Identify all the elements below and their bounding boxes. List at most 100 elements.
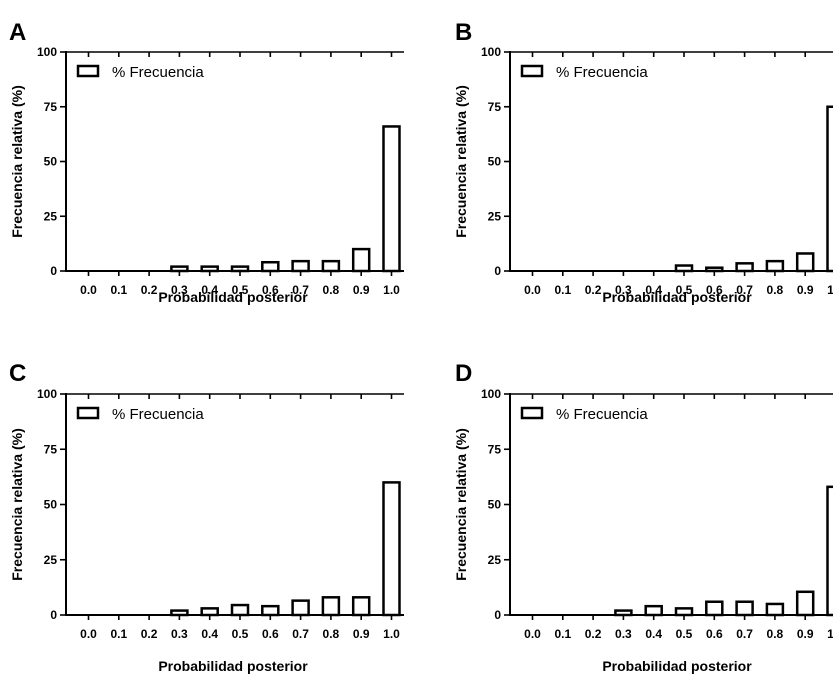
x-tick-label: 1.0	[827, 283, 833, 297]
bar-0.9	[351, 596, 371, 617]
y-tick-label: 75	[488, 100, 502, 114]
bar-0.6	[705, 266, 724, 273]
x-tick-label: 0.4	[201, 627, 218, 641]
y-tick-label: 0	[50, 608, 57, 622]
bar-0.4	[200, 265, 219, 273]
panel-letter: A	[9, 19, 26, 46]
panel-b: B 0 25 50 75 100 Frecuencia relativa (%) 0.0 0.1…	[453, 19, 833, 305]
bar-0.9	[351, 247, 371, 273]
bar-0.6	[261, 260, 280, 273]
x-tick-label: 0.0	[80, 627, 97, 641]
bar-0.7	[291, 259, 310, 273]
bar-0.5	[230, 603, 250, 617]
panel-a: A 0 25 50 75 100 Frecuencia relativa (%) 0.0 0.1…	[9, 19, 404, 305]
x-tick-label: 0.6	[706, 627, 723, 641]
bar-0.8	[765, 602, 785, 617]
y-tick-label: 25	[44, 553, 58, 567]
bar-0.7	[735, 262, 754, 273]
bar-0.5	[674, 607, 694, 617]
x-tick-label: 0.5	[232, 283, 249, 297]
y-tick-label: 100	[481, 45, 501, 59]
x-tick-label: 0.1	[110, 627, 127, 641]
x-tick-label: 0.2	[141, 627, 158, 641]
y-tick-label: 25	[488, 553, 502, 567]
y-tick-label: 50	[44, 155, 58, 169]
bar-0.4	[644, 604, 663, 617]
x-tick-label: 0.6	[706, 283, 723, 297]
x-tick-label: 0.0	[524, 283, 541, 297]
y-tick-label: 75	[488, 442, 502, 456]
panel-c: C 0 25 50 75 100 Frecuencia relativa (%) 0.0 0.1…	[9, 360, 404, 674]
x-tick-label: 0.6	[262, 627, 279, 641]
x-tick-label: 0.3	[615, 627, 632, 641]
legend-swatch	[520, 406, 544, 420]
bar-0.7	[735, 600, 754, 617]
bar-0.6	[705, 600, 724, 617]
x-tick-label: 1.0	[383, 627, 400, 641]
x-tick-label: 0.2	[585, 283, 602, 297]
panel-letter: D	[455, 360, 472, 387]
x-tick-label: 0.7	[736, 627, 753, 641]
bar-0.5	[674, 264, 694, 273]
x-tick-label: 0.0	[524, 627, 541, 641]
x-tick-label: 0.5	[676, 283, 693, 297]
panel-d: D 0 25 50 75 100 Frecuencia relativa (%) 0.0 0.1…	[453, 360, 833, 674]
y-tick-label: 50	[44, 498, 58, 512]
y-axis-title: Frecuencia relativa (%)	[9, 428, 25, 581]
x-tick-label: 0.5	[676, 627, 693, 641]
bar-0.8	[321, 596, 341, 617]
x-tick-label: 1.0	[827, 627, 833, 641]
x-tick-label: 0.2	[585, 627, 602, 641]
x-tick-label: 0.4	[201, 283, 218, 297]
bar-1.0	[826, 485, 833, 617]
x-tick-label: 0.4	[645, 283, 662, 297]
bar-0.5	[230, 265, 250, 273]
bar-1.0	[382, 125, 401, 273]
x-axis-title: Probabilidad posterior	[602, 289, 752, 305]
x-tick-label: 0.3	[171, 627, 188, 641]
x-tick-label: 0.8	[323, 627, 340, 641]
x-tick-label: 0.8	[323, 283, 340, 297]
y-tick-label: 75	[44, 442, 58, 456]
legend-swatch	[76, 64, 100, 78]
y-tick-label: 0	[494, 608, 501, 622]
y-tick-label: 25	[488, 209, 502, 223]
legend-label: % Frecuencia	[112, 406, 204, 423]
x-tick-label: 0.7	[736, 283, 753, 297]
x-tick-label: 1.0	[383, 283, 400, 297]
bar-0.3	[170, 609, 189, 617]
bar-0.3	[170, 265, 189, 273]
legend-label: % Frecuencia	[556, 406, 648, 423]
x-tick-label: 0.9	[353, 283, 370, 297]
x-tick-label: 0.9	[797, 627, 814, 641]
bar-0.9	[795, 252, 815, 273]
legend-swatch	[520, 64, 544, 78]
y-tick-label: 100	[37, 45, 57, 59]
x-tick-label: 0.7	[292, 283, 309, 297]
y-tick-label: 50	[488, 498, 502, 512]
x-tick-label: 0.2	[141, 283, 158, 297]
x-tick-label: 0.0	[80, 283, 97, 297]
y-tick-label: 100	[37, 387, 57, 401]
panel-letter: B	[455, 19, 472, 46]
x-tick-label: 0.5	[232, 627, 249, 641]
bar-0.7	[291, 599, 310, 617]
x-tick-label: 0.1	[110, 283, 127, 297]
x-tick-label: 0.9	[353, 627, 370, 641]
y-axis-title: Frecuencia relativa (%)	[9, 85, 25, 238]
x-tick-label: 0.3	[171, 283, 188, 297]
x-tick-label: 0.1	[554, 283, 571, 297]
bar-1.0	[826, 105, 833, 273]
x-tick-label: 0.6	[262, 283, 279, 297]
legend-label: % Frecuencia	[556, 64, 648, 81]
legend-swatch	[76, 406, 100, 420]
y-tick-label: 100	[481, 387, 501, 401]
y-tick-label: 75	[44, 100, 58, 114]
x-tick-label: 0.3	[615, 283, 632, 297]
y-tick-label: 0	[494, 264, 501, 278]
x-axis-title: Probabilidad posterior	[602, 658, 752, 674]
x-tick-label: 0.8	[767, 283, 784, 297]
x-tick-label: 0.9	[797, 283, 814, 297]
bar-0.8	[321, 259, 341, 273]
